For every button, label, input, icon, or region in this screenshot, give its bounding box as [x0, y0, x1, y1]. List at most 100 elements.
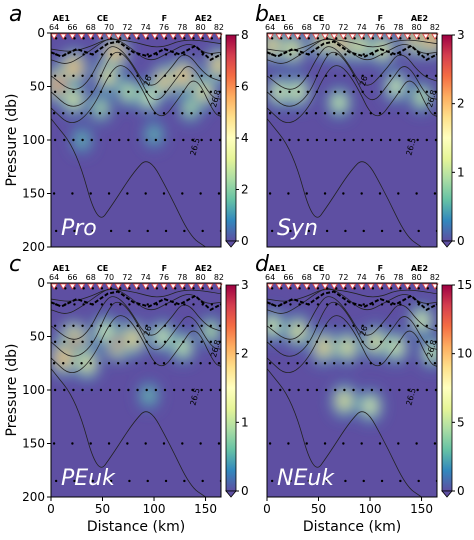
sample-point [390, 303, 393, 306]
station-number: 76 [375, 273, 385, 282]
station-marker [284, 283, 293, 290]
colorbar-tick-label: 5 [457, 415, 465, 429]
station-number: 74 [357, 273, 367, 282]
sample-point [433, 192, 437, 195]
sample-point [417, 53, 420, 56]
station-marker [330, 33, 338, 40]
sample-point [218, 324, 221, 327]
sample-point [63, 90, 66, 94]
sample-point [73, 53, 76, 56]
x-tick-label: 0 [263, 502, 271, 516]
station-number: 66 [283, 23, 293, 32]
colorbar-tick-label: 0 [241, 484, 249, 498]
sample-point [89, 112, 92, 115]
sample-point [146, 37, 149, 40]
sample-point [426, 303, 430, 306]
panel-letter: c [9, 252, 21, 277]
sample-point [154, 138, 158, 142]
station-marker [394, 283, 403, 290]
sample-point [144, 442, 147, 445]
station-marker [348, 33, 357, 40]
sample-point [172, 74, 176, 78]
sample-point [316, 53, 320, 56]
sample-point [54, 53, 58, 56]
sample-point [342, 362, 345, 365]
station-number: 78 [177, 23, 187, 32]
station-number: 66 [283, 273, 293, 282]
sample-point [181, 192, 184, 195]
y-tick-label: 150 [22, 187, 45, 201]
station-marker [196, 283, 205, 290]
sample-point [278, 362, 281, 365]
isopycnal-line [51, 51, 221, 107]
sample-point [63, 138, 66, 142]
eddy-label: AE1 [269, 14, 287, 23]
station-number: 64 [49, 23, 59, 32]
sample-point [174, 287, 177, 290]
sample-point [145, 324, 148, 327]
station-marker [105, 33, 113, 40]
sample-point [53, 74, 57, 78]
sample-point [307, 37, 310, 40]
station-marker [206, 283, 214, 290]
sample-point [306, 388, 309, 392]
sample-point [90, 388, 93, 392]
sample-point [287, 442, 290, 445]
sample-point [191, 138, 194, 142]
sample-point [109, 229, 113, 233]
contour-label: 26.5 [188, 387, 201, 407]
sample-point [379, 138, 383, 142]
sample-point [334, 388, 337, 392]
station-marker [77, 283, 86, 290]
sample-point [434, 90, 437, 94]
sample-point [315, 138, 319, 142]
eddy-label: CE [97, 14, 108, 23]
sample-point [415, 112, 418, 115]
colorbar-tick-label: 0 [241, 234, 249, 248]
sample-point [181, 442, 184, 445]
sample-point [127, 90, 130, 94]
sample-point [200, 138, 203, 142]
sample-point [128, 229, 131, 233]
sample-point [417, 303, 420, 306]
station-marker [215, 33, 223, 40]
isopycnal-line [51, 289, 221, 302]
sample-point [334, 340, 337, 344]
sample-point [424, 112, 427, 115]
heatmap-hotspot [213, 57, 221, 73]
sample-point [380, 53, 384, 56]
sample-point [90, 90, 93, 94]
sample-point [371, 287, 375, 290]
station-marker [141, 33, 150, 40]
sample-point [192, 37, 195, 40]
sample-point [352, 90, 355, 94]
station-marker [367, 33, 375, 40]
contour-label: 26.5 [404, 137, 417, 157]
sample-point [163, 340, 167, 344]
sample-point [53, 138, 57, 142]
sample-point [416, 74, 419, 78]
sample-point [343, 388, 346, 392]
heatmap-hotspot [157, 329, 168, 344]
contour-label: 26.5 [404, 387, 417, 407]
sample-point [307, 303, 310, 306]
sample-point [217, 442, 221, 445]
heatmap-field [267, 33, 437, 120]
sample-point [289, 229, 292, 233]
sample-point [201, 287, 204, 290]
station-marker [96, 33, 104, 40]
station-marker [403, 283, 412, 290]
sample-point [163, 324, 167, 327]
sample-point [200, 90, 203, 94]
sample-point [298, 37, 301, 40]
sample-point [297, 340, 300, 344]
station-marker [114, 33, 122, 40]
sample-point [182, 340, 185, 344]
sample-point [371, 303, 375, 306]
y-tick-label: 200 [22, 240, 45, 254]
sample-point [398, 340, 401, 344]
sample-point [360, 442, 363, 445]
sample-point [118, 324, 121, 327]
plot-frame [266, 32, 438, 248]
